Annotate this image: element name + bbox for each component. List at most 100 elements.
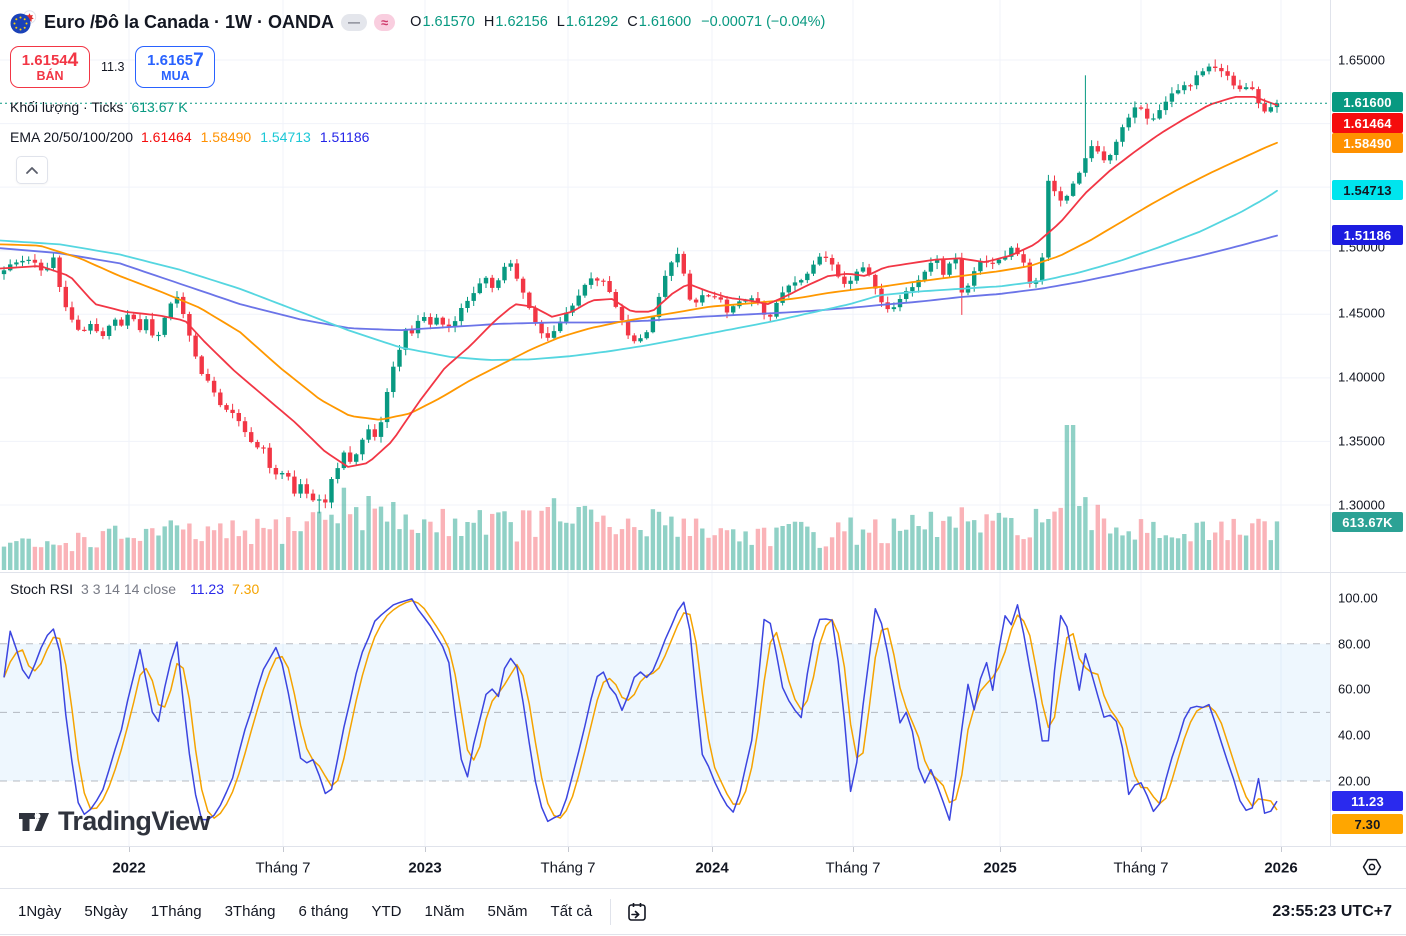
price-badge: 1.51186 (1332, 225, 1403, 245)
range-button[interactable]: 6 tháng (298, 903, 349, 920)
ema-values: 1.61464 1.58490 1.54713 1.51186 (141, 129, 369, 145)
stoch-badge: 7.30 (1332, 814, 1403, 834)
stoch-axis-label: 100.00 (1338, 590, 1378, 606)
trade-panel: 1.61544 BÁN 11.3 1.61657 MUA (10, 46, 216, 88)
time-axis-tick (425, 847, 426, 852)
high-value: 1.62156 (495, 14, 548, 30)
price-axis-label: 1.40000 (1338, 369, 1385, 385)
time-axis-label: 2024 (695, 859, 729, 876)
ema-value: 1.54713 (260, 129, 311, 145)
stoch-axis-label: 20.00 (1338, 773, 1371, 789)
ema-legend[interactable]: EMA 20/50/100/200 1.61464 1.58490 1.54713 1… (10, 129, 369, 145)
delay-pill[interactable]: — (341, 13, 368, 31)
go-to-date-button[interactable] (625, 900, 649, 924)
buy-button[interactable]: 1.61657 MUA (135, 46, 216, 88)
time-axis-tick (853, 847, 854, 852)
stoch-axis-label: 80.00 (1338, 636, 1371, 652)
price-badge: 1.54713 (1332, 180, 1403, 200)
time-axis-tick (1281, 847, 1282, 852)
price-axis-label: 1.65000 (1338, 52, 1385, 68)
ohlc-values: O1.61570 H1.62156 L1.61292 C1.61600 −0.0… (410, 14, 825, 30)
symbol-header: Euro /Đô la Canada · 1W · OANDA — ≈ O1.6… (10, 8, 825, 36)
stoch-band-layer (0, 643, 1330, 782)
price-axis-label: 1.45000 (1338, 305, 1385, 321)
stoch-label: Stoch RSI (10, 581, 74, 597)
open-label: O (410, 14, 422, 30)
stoch-badge: 11.23 (1332, 791, 1403, 811)
time-axis-label: 2022 (112, 859, 146, 876)
range-button[interactable]: 5Ngày (84, 903, 128, 920)
range-selector: 1Ngày 5Ngày 1Tháng 3Tháng 6 tháng YTD 1Năm 5Năm… (18, 903, 592, 920)
tradingview-logo-text: TradingView (58, 806, 211, 836)
ema-value: 1.61464 (141, 129, 192, 145)
chevron-up-icon (25, 166, 39, 175)
price-badge: 613.67K (1332, 512, 1403, 532)
time-axis-label: Tháng 7 (255, 859, 311, 876)
range-button[interactable]: 1Năm (424, 903, 465, 920)
stoch-k-value: 11.23 (190, 581, 224, 597)
stoch-layer (3, 598, 1278, 823)
stoch-rsi-legend[interactable]: Stoch RSI 3 3 14 14 close 11.23 7.30 (10, 581, 259, 597)
tradingview-logo[interactable]: TradingView (18, 806, 211, 837)
volume-label: Khối lượng · Ticks (10, 99, 124, 115)
price-axis-label: 1.35000 (1338, 433, 1385, 449)
spread-value: 11.3 (101, 60, 125, 74)
toolbar-separator (0, 888, 1406, 889)
range-button[interactable]: YTD (371, 903, 402, 920)
stoch-d-value: 7.30 (232, 581, 260, 597)
stoch-axis-label: 40.00 (1338, 727, 1371, 743)
time-axis-label: 2023 (408, 859, 442, 876)
time-axis[interactable]: 2022 Tháng 7 2023 Tháng 7 2024 Tháng 7 2025 Thá… (0, 847, 1406, 888)
sell-button[interactable]: 1.61544 BÁN (10, 46, 90, 88)
price-badge: 1.61600 (1332, 92, 1403, 112)
range-button[interactable]: 3Tháng (224, 903, 276, 920)
time-axis-tick (1141, 847, 1142, 852)
ema-value: 1.51186 (319, 129, 370, 145)
volume-legend[interactable]: Khối lượng · Ticks 613.67 K (10, 99, 188, 115)
range-button[interactable]: 5Năm (487, 903, 528, 920)
stoch-axis-label: 60.00 (1338, 681, 1371, 697)
sell-label: BÁN (36, 69, 64, 84)
price-scale-separator (1330, 0, 1331, 846)
ema-layer (0, 96, 1330, 468)
time-axis-label: 2026 (1264, 859, 1298, 876)
time-axis-tick (712, 847, 713, 852)
candlestick-layer (1, 59, 1280, 514)
volume-value: 613.67 K (131, 99, 188, 115)
time-axis-tick (568, 847, 569, 852)
time-axis-tick (1000, 847, 1001, 852)
time-axis-separator (0, 846, 1406, 847)
symbol-title[interactable]: Euro /Đô la Canada · 1W · OANDA (44, 11, 335, 32)
time-axis-settings-icon[interactable] (1360, 855, 1384, 884)
ema-label: EMA 20/50/100/200 (10, 129, 133, 145)
price-scale[interactable]: 1.65000 1.50000 1.45000 1.40000 1.35000 1.300… (1331, 0, 1406, 846)
stoch-params: 3 3 14 14 close (81, 581, 176, 597)
ema-value: 1.58490 (200, 129, 252, 145)
chart-canvas[interactable] (0, 0, 1330, 846)
change-value: −0.00071 (−0.04%) (701, 14, 826, 30)
time-axis-label: Tháng 7 (540, 859, 596, 876)
price-axis-label: 1.30000 (1338, 497, 1385, 513)
open-value: 1.61570 (422, 14, 475, 30)
approx-pill[interactable]: ≈ (374, 13, 396, 31)
collapse-legend-button[interactable] (16, 156, 48, 184)
range-button[interactable]: 1Tháng (150, 903, 202, 920)
close-label: C (627, 14, 638, 30)
toolbar-divider (610, 898, 612, 925)
volume-layer (1, 425, 1280, 570)
time-axis-label: Tháng 7 (1113, 859, 1169, 876)
bottom-toolbar: 1Ngày 5Ngày 1Tháng 3Tháng 6 tháng YTD 1Năm 5Năm… (0, 889, 1406, 935)
range-button[interactable]: 1Ngày (18, 903, 62, 920)
high-label: H (483, 14, 495, 30)
range-button[interactable]: Tất cả (550, 903, 593, 920)
tradingview-mark-icon (18, 808, 50, 836)
pane-separator[interactable] (0, 572, 1406, 573)
clock[interactable]: 23:55:23 UTC+7 (1272, 902, 1392, 920)
low-label: L (556, 14, 565, 30)
symbol-pair-icon (10, 10, 37, 34)
time-axis-tick (129, 847, 130, 852)
price-badge: 1.58490 (1332, 133, 1403, 153)
buy-label: MUA (161, 69, 190, 84)
low-value: 1.61292 (565, 14, 619, 30)
